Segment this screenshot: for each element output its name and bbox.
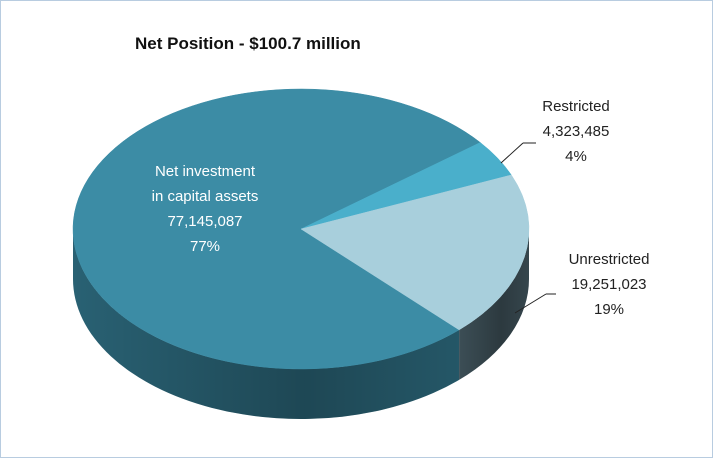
slice	[300, 174, 530, 331]
leader-line	[500, 142, 524, 164]
category-label: Restricted	[542, 98, 610, 115]
value-label: 4,323,485	[542, 123, 610, 140]
slice-label: Unrestricted 19,251,023 19%	[554, 247, 664, 322]
value-label: 77,145,087	[167, 213, 243, 230]
percent-label: 4%	[565, 148, 587, 165]
value-label: 19,251,023	[571, 276, 647, 293]
slice-side-shade	[73, 229, 460, 420]
category-label: Unrestricted	[568, 251, 650, 268]
slice-label: Restricted 4,323,485 4%	[531, 94, 621, 169]
leader-line	[514, 293, 547, 314]
percent-label: 77%	[189, 238, 221, 255]
percent-label: 19%	[593, 301, 625, 318]
slice-side-shade	[459, 229, 529, 380]
category-label: Net investment in capital assets	[151, 163, 259, 205]
slice-label: Net investment in capital assets 77,145,…	[151, 159, 259, 259]
chart-title: Net Position - $100.7 million	[135, 34, 361, 53]
slice	[72, 88, 481, 370]
